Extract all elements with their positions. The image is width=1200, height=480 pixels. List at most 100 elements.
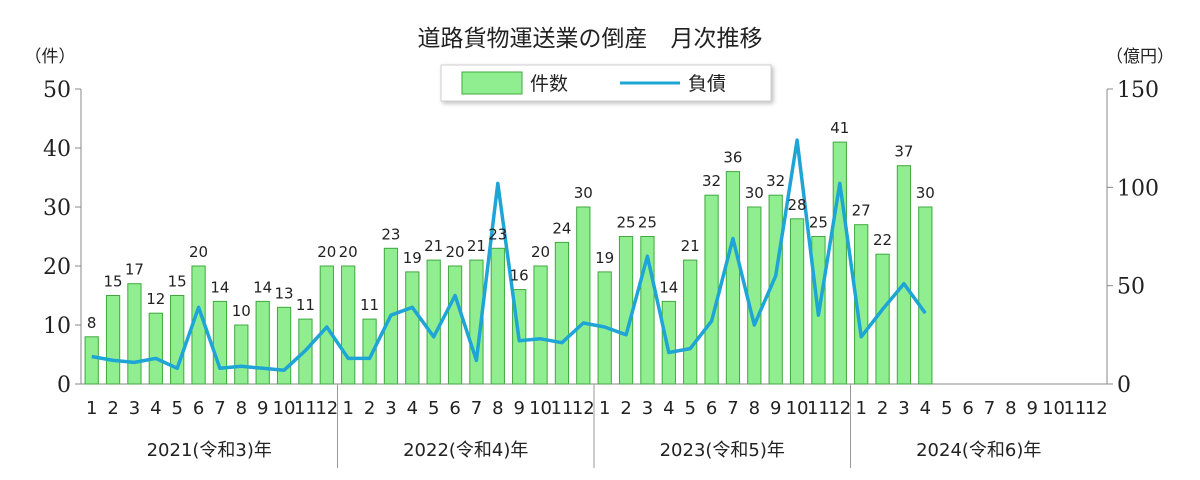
month-label: 5 <box>684 398 695 419</box>
month-label: 9 <box>513 398 524 419</box>
month-label: 12 <box>828 398 851 419</box>
bar <box>447 265 463 385</box>
bar <box>212 300 228 385</box>
month-label: 3 <box>385 398 396 419</box>
bar-value-label: 20 <box>446 243 465 261</box>
left-tick-label: 50 <box>43 78 71 103</box>
month-label: 8 <box>492 398 503 419</box>
bar <box>170 295 185 385</box>
right-unit-label: （億円） <box>1106 47 1174 67</box>
left-tick-label: 40 <box>43 137 71 162</box>
bar <box>105 295 121 385</box>
bar-value-label: 20 <box>189 243 208 261</box>
bar-value-label: 14 <box>253 278 272 296</box>
bar <box>747 206 762 385</box>
bar <box>918 206 933 385</box>
bar-value-label: 30 <box>745 184 764 202</box>
bar-value-label: 23 <box>488 225 507 243</box>
month-label: 9 <box>1026 398 1037 419</box>
bar-value-label: 20 <box>531 243 550 261</box>
bar-value-label: 21 <box>424 237 443 255</box>
bar <box>854 224 869 385</box>
month-label: 1 <box>86 398 97 419</box>
month-label: 4 <box>407 398 418 419</box>
month-label: 3 <box>642 398 653 419</box>
left-tick-label: 30 <box>43 196 71 221</box>
month-label: 2 <box>620 398 631 419</box>
month-label: 7 <box>984 398 995 419</box>
bar-value-label: 21 <box>681 237 700 255</box>
bar-value-label: 8 <box>87 314 97 332</box>
bar <box>875 253 890 385</box>
legend-bar-swatch <box>461 71 523 95</box>
bar-value-label: 30 <box>574 184 593 202</box>
month-label: 10 <box>1042 398 1065 419</box>
month-label: 1 <box>599 398 610 419</box>
month-label: 11 <box>807 398 830 419</box>
legend-bar-label: 件数 <box>530 73 568 95</box>
month-label: 12 <box>315 398 338 419</box>
bar <box>319 265 334 385</box>
bar-value-label: 11 <box>296 296 315 314</box>
bar-value-label: 25 <box>638 214 657 232</box>
bar-value-label: 32 <box>766 172 785 190</box>
month-label: 11 <box>294 398 317 419</box>
month-label: 10 <box>529 398 552 419</box>
month-label: 10 <box>273 398 296 419</box>
bar-value-label: 22 <box>873 231 892 249</box>
bar-value-label: 13 <box>275 284 294 302</box>
bar <box>704 194 719 385</box>
month-label: 2 <box>364 398 375 419</box>
month-label: 12 <box>572 398 595 419</box>
month-label: 7 <box>471 398 482 419</box>
bar <box>362 318 377 385</box>
left-tick-label: 20 <box>43 255 71 280</box>
bar <box>234 324 249 385</box>
month-label: 11 <box>550 398 573 419</box>
legend: 件数 負債 <box>440 64 772 102</box>
bar <box>490 247 505 385</box>
bar <box>533 265 548 385</box>
bar-value-label: 11 <box>360 296 379 314</box>
bar <box>789 218 805 385</box>
bar-value-label: 19 <box>595 249 614 267</box>
axes: 0 10 20 30 40 50 0 50 100 150 <box>43 78 1159 398</box>
right-tick-label: 0 <box>1117 373 1131 398</box>
month-label: 4 <box>663 398 674 419</box>
bar-value-label: 20 <box>339 243 358 261</box>
month-label: 7 <box>214 398 225 419</box>
bar <box>84 336 99 385</box>
year-label: 2024(令和6)年 <box>916 440 1041 461</box>
bar-value-label: 17 <box>125 261 144 279</box>
month-label: 6 <box>706 398 717 419</box>
bar <box>554 241 570 385</box>
month-label: 7 <box>727 398 738 419</box>
bar <box>661 300 676 385</box>
bar-value-label: 32 <box>702 172 721 190</box>
year-label: 2022(令和4)年 <box>403 440 528 461</box>
bar-value-label: 14 <box>210 278 229 296</box>
right-tick-label: 50 <box>1117 275 1145 300</box>
month-label: 2 <box>107 398 118 419</box>
year-label: 2023(令和5)年 <box>660 440 785 461</box>
month-label: 4 <box>920 398 931 419</box>
left-tick-label: 10 <box>43 314 71 339</box>
bar-value-label: 25 <box>617 214 636 232</box>
month-label: 3 <box>129 398 140 419</box>
month-label: 9 <box>257 398 268 419</box>
bar <box>896 165 912 385</box>
bar-value-label: 25 <box>809 214 828 232</box>
bar <box>276 306 292 385</box>
bar-value-label: 16 <box>510 267 529 285</box>
bar-value-label: 37 <box>894 143 913 161</box>
month-label: 3 <box>898 398 909 419</box>
bar-value-label: 28 <box>788 196 807 214</box>
month-label: 8 <box>749 398 760 419</box>
month-label: 11 <box>1063 398 1086 419</box>
bar-value-label: 10 <box>232 302 251 320</box>
bar <box>341 265 356 385</box>
month-label: 12 <box>1085 398 1108 419</box>
right-tick-label: 150 <box>1117 78 1159 103</box>
